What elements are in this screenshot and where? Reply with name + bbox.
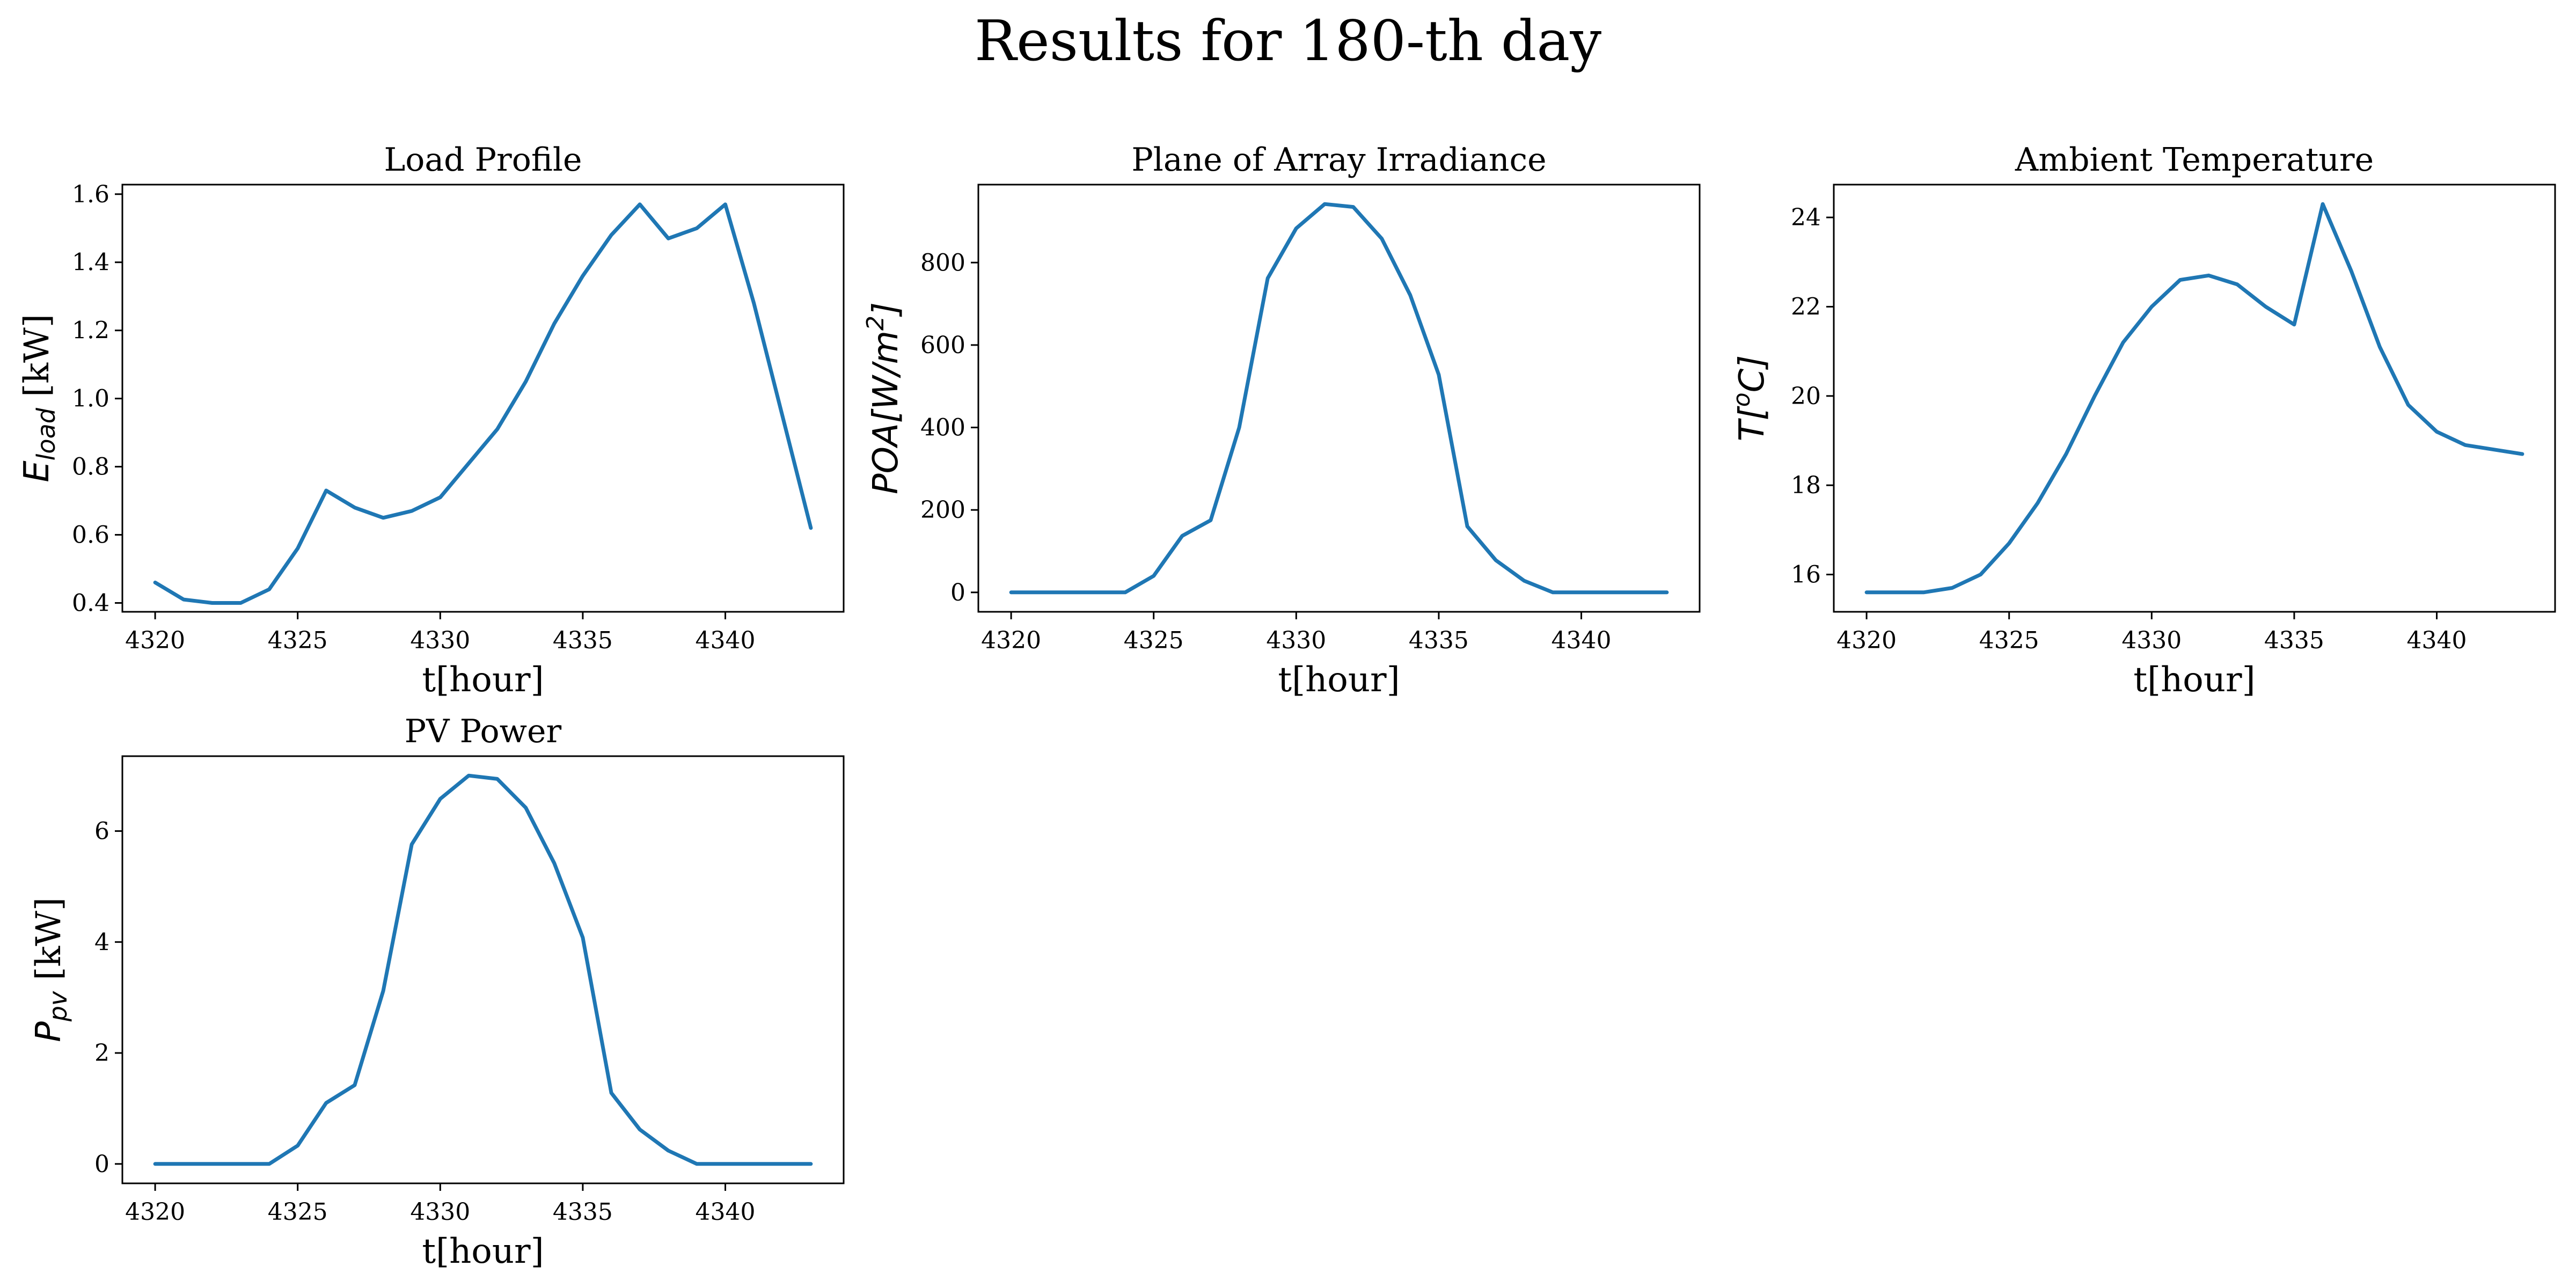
y-tick-label: 0 — [94, 1151, 109, 1178]
y-tick-label: 400 — [920, 414, 965, 442]
subplot-3: 4320 4325 4330 4335 4340 16 18 20 22 24 Ambient Te… — [1728, 141, 2556, 700]
x-tick-label: 4320 — [125, 627, 185, 654]
series-line — [153, 773, 813, 1166]
x-tick-label: 4320 — [1836, 627, 1897, 654]
x-axis-label: t[hour] — [1278, 660, 1400, 700]
x-tick-label: 4330 — [410, 1198, 470, 1226]
subplots: 4320 4325 4330 4335 4340 0.4 0.6 0.8 1.0 1.2 1.4 1.… — [17, 141, 2556, 1271]
series-line — [1864, 202, 2524, 595]
x-tick-label: 4325 — [1124, 627, 1184, 654]
y-tick-label: 6 — [94, 818, 109, 845]
y-axis-label: T[oC] — [1728, 355, 1772, 442]
y-tick-label: 20 — [1791, 383, 1821, 410]
x-tick-label: 4330 — [1266, 627, 1326, 654]
subplot-title: Plane of Array Irradiance — [1131, 141, 1546, 179]
y-tick-label: 800 — [920, 249, 965, 276]
axes-frame — [121, 755, 845, 1184]
y-tick-label: 1.0 — [72, 385, 109, 413]
x-tick-label: 4325 — [268, 1198, 328, 1226]
axes-frame — [977, 184, 1701, 613]
x-tick-label: 4320 — [125, 1198, 185, 1226]
x-axis-label: t[hour] — [2133, 660, 2255, 700]
y-tick-label: 0 — [950, 579, 965, 606]
y-tick-label: 4 — [94, 928, 109, 956]
x-tick-label: 4335 — [553, 627, 613, 654]
x-tick-label: 4340 — [696, 627, 756, 654]
subplot-2: 4320 4325 4330 4335 4340 0 200 400 600 800 Plane o… — [862, 141, 1701, 700]
x-tick-label: 4335 — [553, 1198, 613, 1226]
series-line — [153, 202, 813, 605]
x-tick-label: 4335 — [1409, 627, 1469, 654]
x-axis-label: t[hour] — [422, 660, 544, 700]
y-tick-label: 0.6 — [72, 522, 109, 549]
x-tick-label: 4340 — [2407, 627, 2467, 654]
x-tick-label: 4320 — [981, 627, 1041, 654]
y-tick-label: 0.8 — [72, 453, 109, 481]
subplot-1: 4320 4325 4330 4335 4340 0.4 0.6 0.8 1.0 1.2 1.4 1.… — [17, 141, 845, 700]
x-tick-label: 4335 — [2264, 627, 2324, 654]
subplot-title: Load Profile — [384, 141, 582, 179]
y-tick-label: 18 — [1791, 472, 1821, 499]
x-axis-label: t[hour] — [422, 1232, 544, 1271]
x-tick-label: 4325 — [268, 627, 328, 654]
subplot-title: Ambient Temperature — [2015, 141, 2374, 179]
y-tick-label: 1.6 — [72, 181, 109, 208]
y-axis-label: POA[W/m2] — [862, 302, 906, 494]
y-axis-label: Eload [kW] — [17, 314, 61, 482]
subplot-title: PV Power — [405, 713, 562, 750]
y-tick-label: 600 — [920, 332, 965, 359]
y-tick-label: 1.2 — [72, 317, 109, 345]
y-tick-label: 0.4 — [72, 589, 109, 617]
figure-title: Results for 180-th day — [975, 8, 1602, 74]
y-tick-label: 1.4 — [72, 249, 109, 276]
y-tick-label: 24 — [1791, 204, 1821, 231]
y-tick-label: 16 — [1791, 561, 1821, 589]
y-axis-label: Ppv [kW] — [29, 897, 72, 1042]
y-tick-label: 2 — [94, 1040, 109, 1067]
x-tick-label: 4340 — [696, 1198, 756, 1226]
x-tick-label: 4325 — [1979, 627, 2039, 654]
series-line — [1009, 202, 1669, 595]
x-tick-label: 4340 — [1552, 627, 1612, 654]
subplot-4: 4320 4325 4330 4335 4340 0 2 4 6 PV Power t[hour] P… — [29, 713, 845, 1271]
x-tick-label: 4330 — [410, 627, 470, 654]
x-tick-label: 4330 — [2121, 627, 2182, 654]
y-tick-label: 200 — [920, 496, 965, 524]
axes-frame — [1833, 184, 2556, 613]
y-tick-label: 22 — [1791, 293, 1821, 320]
